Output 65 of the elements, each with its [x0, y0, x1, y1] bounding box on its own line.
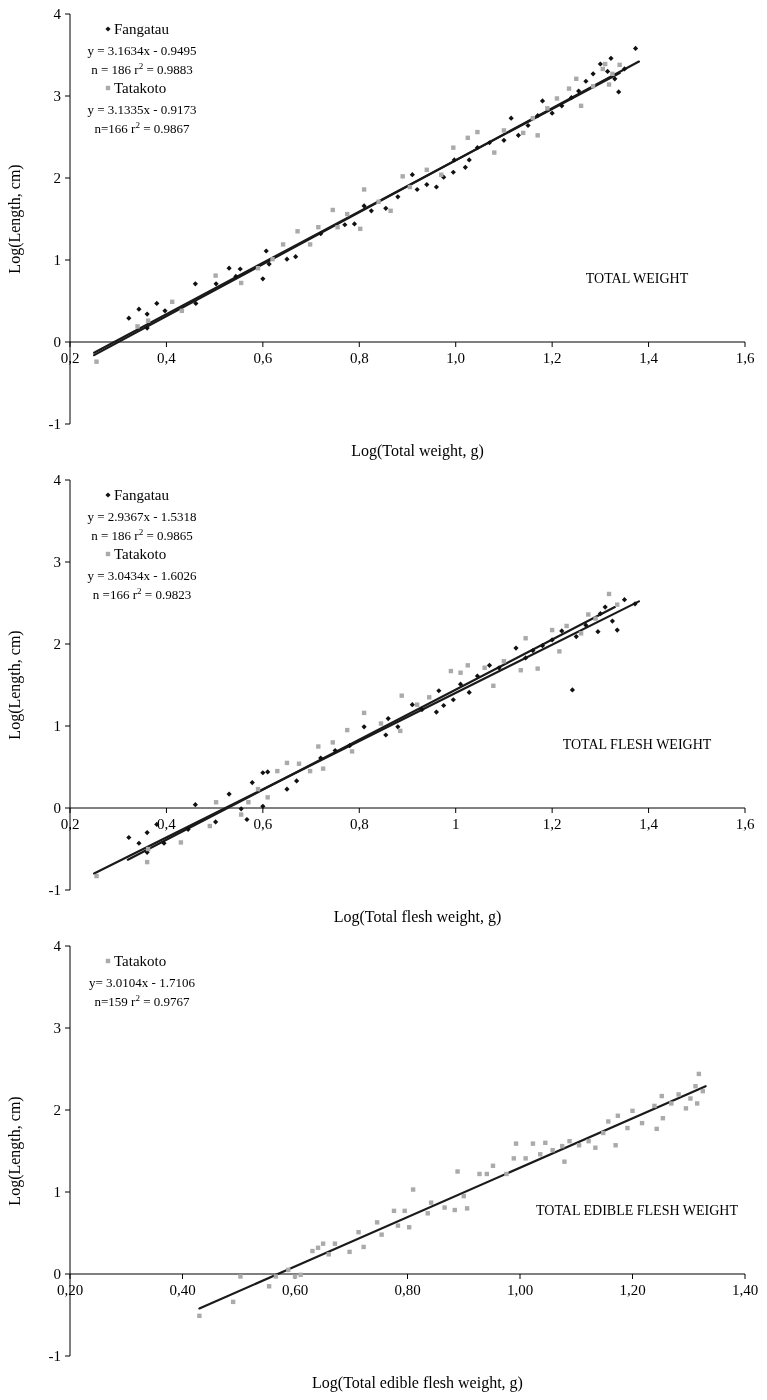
- x-tick-label: 1,0: [446, 350, 466, 366]
- y-tick-label: 0: [53, 1266, 61, 1283]
- x-tick-label: 0,6: [253, 350, 273, 366]
- x-tick-label: 1,00: [506, 1282, 534, 1298]
- x-tick-label: 1,4: [639, 350, 659, 366]
- x-tick-label: 1,40: [731, 1282, 759, 1298]
- y-tick-label: 3: [53, 554, 61, 571]
- x-axis-title: Log(Total weight, g): [351, 442, 484, 460]
- annotation: y = 3.0434x - 1.6026: [87, 568, 198, 583]
- annotation: n = 186 r$^{2}$ = 0.9865: [91, 527, 193, 543]
- x-tick-label: 1,20: [619, 1282, 646, 1298]
- x-tick-label: 0,40: [169, 1282, 196, 1298]
- x-tick-label: 1,2: [542, 816, 562, 832]
- x-tick-label: 0,2: [60, 350, 80, 366]
- y-tick-label: 4: [53, 6, 62, 23]
- annotation: y = 2.9367x - 1.5318: [87, 509, 197, 524]
- legend-label: Fangatau: [114, 21, 170, 37]
- x-axis-title: Log(Total flesh weight, g): [333, 908, 502, 926]
- x-tick-label: 0,4: [157, 816, 177, 832]
- y-tick-label: 3: [53, 88, 61, 105]
- x-tick-label: 1: [451, 816, 460, 832]
- y-tick-label: 0: [53, 800, 61, 817]
- text: TOTAL EDIBLE FLESH WEIGHT: [536, 1202, 739, 1218]
- y-tick-label: 1: [53, 718, 61, 735]
- x-tick-label: 0,2: [60, 816, 80, 832]
- x-tick-label: 1,4: [639, 816, 659, 832]
- y-axis-title: Log(Length, cm): [6, 630, 24, 740]
- x-tick-label: 0,4: [157, 350, 177, 366]
- y-axis-title: Log(Length, cm): [6, 1096, 24, 1206]
- y-tick-label: 4: [53, 472, 62, 489]
- y-tick-label: 1: [53, 252, 61, 269]
- x-tick-label: 0,8: [349, 816, 369, 832]
- legend-label: Tatakoto: [114, 546, 167, 562]
- y-tick-label: -1: [48, 416, 61, 433]
- y-tick-label: -1: [48, 882, 61, 899]
- y-tick-label: 0: [53, 334, 61, 351]
- annotation: n =166 r$^{2}$ = 0.9823: [92, 586, 192, 602]
- y-tick-label: 3: [53, 1020, 61, 1037]
- x-tick-label: 1,2: [542, 350, 562, 366]
- x-tick-label: 0,20: [56, 1282, 84, 1298]
- legend-label: Tatakoto: [114, 80, 167, 96]
- annotation: y = 3.1335x - 0.9173: [87, 102, 197, 117]
- x-tick-label: 1,6: [735, 350, 755, 366]
- annotation: y= 3.0104x - 1.7106: [89, 975, 196, 990]
- annotation: n=166 r$^{2}$ = 0.9867: [94, 120, 191, 136]
- x-tick-label: 1,6: [735, 816, 755, 832]
- text: TOTAL WEIGHT: [585, 270, 689, 286]
- y-axis-title: Log(Length, cm): [6, 164, 24, 274]
- y-tick-label: 4: [53, 938, 62, 955]
- y-tick-label: -1: [48, 1348, 61, 1365]
- legend-label: Fangatau: [114, 487, 170, 503]
- annotation: n = 186 r$^{2}$ = 0.9883: [91, 61, 193, 77]
- text: TOTAL FLESH WEIGHT: [562, 736, 712, 752]
- y-tick-label: 1: [53, 1184, 61, 1201]
- x-axis-title: Log(Total edible flesh weight, g): [312, 1374, 523, 1392]
- x-tick-label: 0,60: [281, 1282, 309, 1298]
- annotation: y = 3.1634x - 0.9495: [87, 43, 197, 58]
- y-tick-label: 2: [53, 170, 61, 187]
- y-tick-label: 2: [53, 636, 61, 653]
- x-tick-label: 0,8: [349, 350, 369, 366]
- annotation: n=159 r$^{2}$ = 0.9767: [94, 993, 191, 1009]
- x-tick-label: 0,6: [253, 816, 273, 832]
- x-tick-label: 0,80: [394, 1282, 421, 1298]
- y-tick-label: 2: [53, 1102, 61, 1119]
- legend-label: Tatakoto: [114, 953, 167, 969]
